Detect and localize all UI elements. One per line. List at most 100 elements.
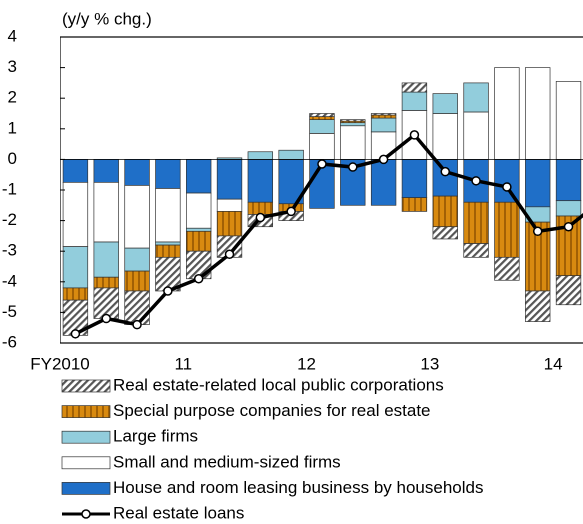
- bar-segment: [432, 93, 458, 114]
- line-marker: [348, 162, 358, 172]
- bar-segment: [124, 270, 150, 292]
- bar-segment: [124, 159, 150, 186]
- y-tick-label: 2: [8, 88, 17, 107]
- legend-swatch: [61, 456, 111, 470]
- line-marker: [101, 313, 111, 324]
- bar-segment: [555, 200, 582, 217]
- bar-segment: [186, 230, 212, 252]
- line-marker: [224, 249, 235, 260]
- bar-segment: [93, 159, 119, 183]
- bar-segment: [401, 197, 428, 212]
- line-marker: [563, 221, 574, 232]
- legend-marker: [81, 509, 91, 519]
- bar-segment: [247, 151, 274, 160]
- line-marker: [255, 212, 266, 223]
- bar-segment: [186, 159, 212, 194]
- bar-segment: [370, 159, 397, 206]
- legend-label: Small and medium-sized firms: [113, 452, 341, 471]
- legend-label: Large firms: [113, 427, 198, 446]
- bar-segment: [340, 119, 366, 122]
- legend-swatch: [61, 379, 111, 393]
- legend-swatch: [61, 405, 111, 418]
- bar-segment: [124, 247, 150, 272]
- y-unit-label: (y/y % chg.): [62, 9, 152, 28]
- bar-segment: [186, 227, 212, 232]
- legend-swatch: [61, 482, 111, 495]
- bar-segment: [309, 113, 335, 117]
- bar-segment: [494, 67, 520, 160]
- y-tick-label: -3: [2, 241, 17, 260]
- bar-segment: [62, 182, 89, 247]
- bar-segment: [370, 113, 397, 116]
- legend-label: Real estate-related local public corpora…: [113, 375, 444, 394]
- bar-segment: [124, 290, 150, 325]
- legend-label: Special purpose companies for real estat…: [113, 401, 431, 420]
- line-marker: [378, 154, 389, 165]
- y-tick-label: -5: [2, 302, 17, 321]
- bar-segment: [247, 201, 274, 215]
- x-tick-label: 12: [297, 354, 316, 373]
- bar-segment: [124, 185, 150, 249]
- bar-segment: [216, 198, 243, 212]
- bar-segment: [494, 201, 520, 258]
- bar-segment: [155, 188, 181, 243]
- line-marker: [502, 182, 512, 192]
- bar-segment: [93, 241, 119, 278]
- y-tick-label: -4: [2, 271, 17, 290]
- bar-segment: [525, 159, 551, 208]
- bar-segment: [463, 243, 489, 258]
- x-tick-label: 11: [174, 354, 192, 373]
- bar-segment: [494, 159, 520, 203]
- bar-segment: [432, 113, 458, 160]
- bar-segment: [555, 159, 582, 202]
- x-tick-label: 14: [544, 354, 563, 373]
- y-tick-label: 0: [8, 149, 17, 168]
- bar-segment: [432, 226, 458, 240]
- bar-segment: [216, 211, 243, 237]
- line-marker: [70, 329, 81, 339]
- bar-segment: [463, 201, 489, 244]
- bar-segment: [309, 116, 335, 120]
- bar-segment: [216, 159, 243, 200]
- bar-segment: [93, 287, 119, 319]
- bar-segment: [186, 192, 212, 229]
- bar-segment: [401, 159, 428, 198]
- bar-segment: [340, 159, 366, 206]
- bar-segment: [463, 111, 489, 160]
- bar-segment: [247, 159, 274, 203]
- line-marker: [193, 273, 204, 284]
- line-marker: [440, 166, 450, 177]
- bar-segment: [278, 149, 304, 160]
- bar-segment: [401, 82, 428, 93]
- bar-segment: [525, 67, 551, 160]
- bar-segment: [155, 244, 181, 258]
- bar-segment: [401, 91, 428, 111]
- line-marker: [286, 206, 296, 217]
- plot-frame: [60, 36, 583, 344]
- legend-swatch: [61, 430, 111, 444]
- y-tick-label: -1: [2, 179, 17, 198]
- bar-segment: [155, 159, 181, 189]
- bar-segment: [62, 246, 89, 289]
- bar-segment: [432, 195, 458, 228]
- plot-area: [60, 36, 583, 344]
- line-marker: [409, 130, 420, 140]
- bar-segment: [370, 114, 397, 119]
- legend-label: Real estate loans: [113, 503, 244, 522]
- bar-segment: [432, 159, 458, 197]
- bar-segment: [555, 81, 582, 160]
- y-tick-label: 1: [8, 118, 17, 137]
- y-tick-label: 4: [8, 26, 17, 45]
- bar-segment: [370, 117, 397, 133]
- bar-segment: [309, 133, 335, 160]
- legend: Real estate-related local public corpora…: [61, 375, 483, 522]
- line-marker: [317, 159, 327, 169]
- bar-segment: [525, 290, 551, 322]
- bar-segment: [463, 82, 489, 113]
- line-marker: [132, 319, 142, 330]
- bar-segment: [309, 119, 335, 134]
- bar-segment: [155, 241, 181, 246]
- line-marker: [163, 286, 173, 296]
